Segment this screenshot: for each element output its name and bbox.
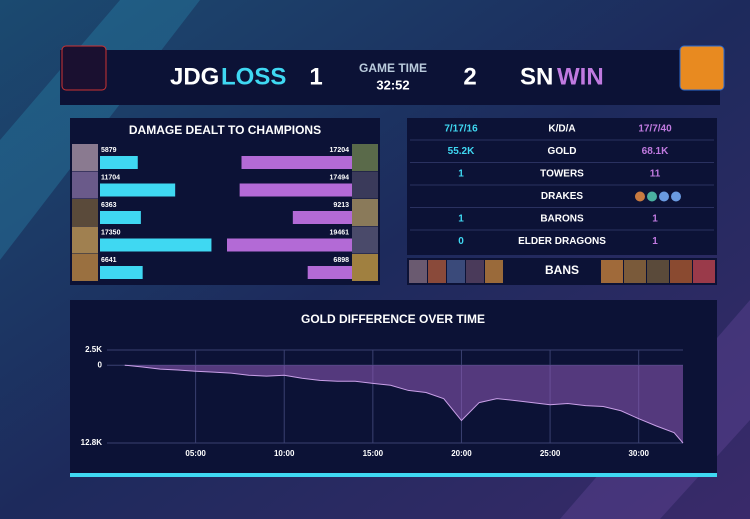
damage-label: 5879 [101,147,117,154]
gold-area [124,365,683,443]
damage-bar [239,183,352,197]
damage-label: 6363 [101,202,117,209]
x-tick-label: 20:00 [451,449,472,458]
stat-right: 1 [652,214,658,225]
x-tick-label: 15:00 [363,449,384,458]
y-tick-label: 0 [98,360,103,369]
portrait [352,199,378,226]
panel-accent [70,473,717,477]
damage-label: 6898 [333,257,349,264]
header-bar [60,50,720,105]
stat-label: TOWERS [540,169,584,180]
ban-portrait [693,260,715,283]
y-tick-label: 12.8K [81,438,103,447]
stat-label: BARONS [540,214,584,225]
damage-bar [100,211,141,224]
damage-label: 19461 [330,229,350,236]
stat-label: K/D/A [548,124,575,135]
ban-portrait [447,260,465,283]
damage-bar [227,238,352,252]
stat-left: 1 [458,214,464,225]
damage-bar [100,156,138,169]
ban-portrait [670,260,692,283]
damage-bar [292,211,352,224]
team2-name: SN [520,63,553,90]
stat-left: 1 [458,169,464,180]
stat-right: 11 [650,169,661,180]
game-time: 32:52 [376,77,409,92]
x-tick-label: 05:00 [185,449,206,458]
team2-logo [679,45,725,91]
damage-bar [100,183,176,197]
team2-score: 2 [463,63,476,90]
stat-right: 68.1K [642,146,669,157]
drake-icon [671,191,681,202]
chart-title: DAMAGE DEALT TO CHAMPIONS [129,123,321,137]
chart-title: GOLD DIFFERENCE OVER TIME [301,312,485,326]
portrait [352,254,378,281]
portrait [72,199,98,226]
stat-left: 0 [458,236,464,247]
stats-panel [407,118,717,255]
portrait [352,226,378,254]
gold-line [124,364,684,444]
ban-portrait [601,260,623,283]
stat-label: GOLD [548,146,577,157]
x-tick-label: 10:00 [274,449,295,458]
stat-left: 7/17/16 [444,124,478,135]
portrait [352,144,378,171]
ban-portrait [647,260,669,283]
ban-portrait [624,260,646,283]
bans-label: BANS [545,263,579,277]
team1-result: LOSS [221,63,286,90]
ban-portrait [428,260,446,283]
damage-panel [70,118,380,285]
stat-label: ELDER DRAGONS [518,236,606,247]
damage-bar [307,266,352,279]
team1-score: 1 [309,63,322,90]
portrait [72,171,98,199]
stat-right: 1 [652,236,658,247]
ban-portrait [485,260,503,283]
damage-bar [100,238,212,252]
ban-portrait [409,260,427,283]
damage-label: 9213 [333,202,349,209]
x-tick-label: 25:00 [540,449,561,458]
game-time-label: GAME TIME [359,61,427,75]
drake-icon [659,191,669,202]
damage-label: 11704 [101,174,120,181]
y-tick-label: 2.5K [85,345,102,354]
team1-logo [61,45,107,91]
damage-label: 6641 [101,257,117,264]
stat-left: 55.2K [448,146,475,157]
portrait [352,171,378,199]
damage-bar [100,266,143,279]
x-tick-label: 30:00 [628,449,649,458]
portrait [72,226,98,254]
damage-label: 17494 [330,174,350,181]
damage-label: 17204 [330,147,350,154]
portrait [72,254,98,281]
damage-bar [241,156,352,169]
drake-icon [635,191,645,202]
stat-label: DRAKES [541,191,584,202]
damage-label: 17350 [101,229,121,236]
ban-portrait [466,260,484,283]
stat-right: 17/7/40 [638,124,672,135]
portrait [72,144,98,171]
team2-result: WIN [557,63,604,90]
team1-name: JDG [170,63,219,90]
drake-icon [647,191,657,202]
